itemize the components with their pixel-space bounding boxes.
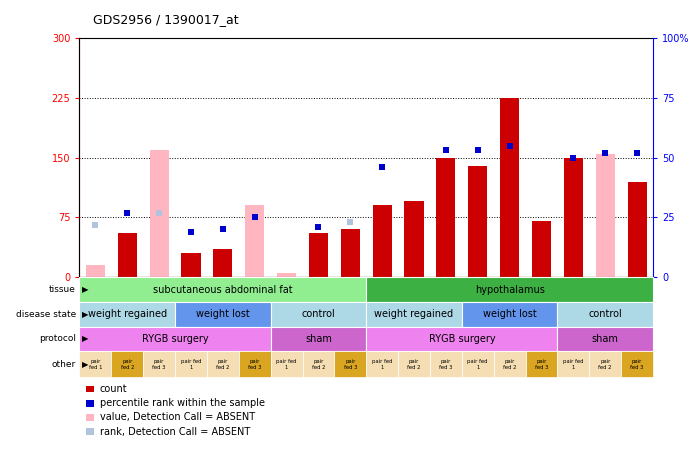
Text: weight regained: weight regained	[375, 309, 453, 319]
Text: sham: sham	[591, 334, 618, 344]
Text: count: count	[100, 384, 127, 394]
Text: sham: sham	[305, 334, 332, 344]
Bar	[468, 165, 487, 277]
Text: pair
fed 1: pair fed 1	[88, 359, 102, 370]
Text: subcutaneous abdominal fat: subcutaneous abdominal fat	[153, 284, 293, 295]
Text: value, Detection Call = ABSENT: value, Detection Call = ABSENT	[100, 412, 254, 422]
Text: weight regained: weight regained	[88, 309, 167, 319]
Text: pair fed
1: pair fed 1	[276, 359, 297, 370]
Text: pair fed
1: pair fed 1	[563, 359, 584, 370]
Text: pair
fed 2: pair fed 2	[120, 359, 134, 370]
Bar	[277, 273, 296, 277]
Bar	[117, 233, 137, 277]
Text: pair
fed 3: pair fed 3	[630, 359, 644, 370]
Bar	[500, 98, 519, 277]
Text: pair
fed 2: pair fed 2	[503, 359, 516, 370]
Bar	[532, 221, 551, 277]
Text: pair
fed 2: pair fed 2	[407, 359, 421, 370]
Text: ▶: ▶	[82, 335, 88, 343]
Text: hypothalamus: hypothalamus	[475, 284, 545, 295]
Text: ▶: ▶	[82, 285, 88, 294]
Text: pair
fed 2: pair fed 2	[216, 359, 229, 370]
Bar	[182, 254, 200, 277]
Text: GDS2956 / 1390017_at: GDS2956 / 1390017_at	[93, 13, 239, 26]
Bar	[149, 150, 169, 277]
Text: pair
fed 3: pair fed 3	[439, 359, 453, 370]
Text: RYGB surgery: RYGB surgery	[428, 334, 495, 344]
Text: weight lost: weight lost	[483, 309, 536, 319]
Bar	[86, 265, 105, 277]
Bar	[341, 229, 360, 277]
Text: protocol: protocol	[39, 335, 76, 343]
Text: pair
fed 3: pair fed 3	[343, 359, 357, 370]
Text: other: other	[52, 360, 76, 369]
Text: pair
fed 2: pair fed 2	[598, 359, 612, 370]
Text: percentile rank within the sample: percentile rank within the sample	[100, 398, 265, 408]
Text: tissue: tissue	[49, 285, 76, 294]
Text: pair
fed 3: pair fed 3	[153, 359, 166, 370]
Text: disease state: disease state	[16, 310, 76, 319]
Text: control: control	[588, 309, 622, 319]
Bar	[245, 206, 264, 277]
Text: pair fed
1: pair fed 1	[181, 359, 201, 370]
Bar	[372, 206, 392, 277]
Text: pair fed
1: pair fed 1	[468, 359, 488, 370]
Bar	[214, 249, 232, 277]
Text: pair
fed 3: pair fed 3	[248, 359, 261, 370]
Bar	[309, 233, 328, 277]
Text: rank, Detection Call = ABSENT: rank, Detection Call = ABSENT	[100, 427, 249, 437]
Text: pair
fed 3: pair fed 3	[535, 359, 548, 370]
Text: control: control	[301, 309, 335, 319]
Text: ▶: ▶	[82, 360, 88, 369]
Text: pair fed
1: pair fed 1	[372, 359, 392, 370]
Text: ▶: ▶	[82, 310, 88, 319]
Text: RYGB surgery: RYGB surgery	[142, 334, 209, 344]
Bar	[404, 201, 424, 277]
Bar	[436, 157, 455, 277]
Text: pair
fed 2: pair fed 2	[312, 359, 325, 370]
Bar	[627, 182, 647, 277]
Bar	[596, 154, 615, 277]
Text: weight lost: weight lost	[196, 309, 249, 319]
Bar	[564, 157, 583, 277]
